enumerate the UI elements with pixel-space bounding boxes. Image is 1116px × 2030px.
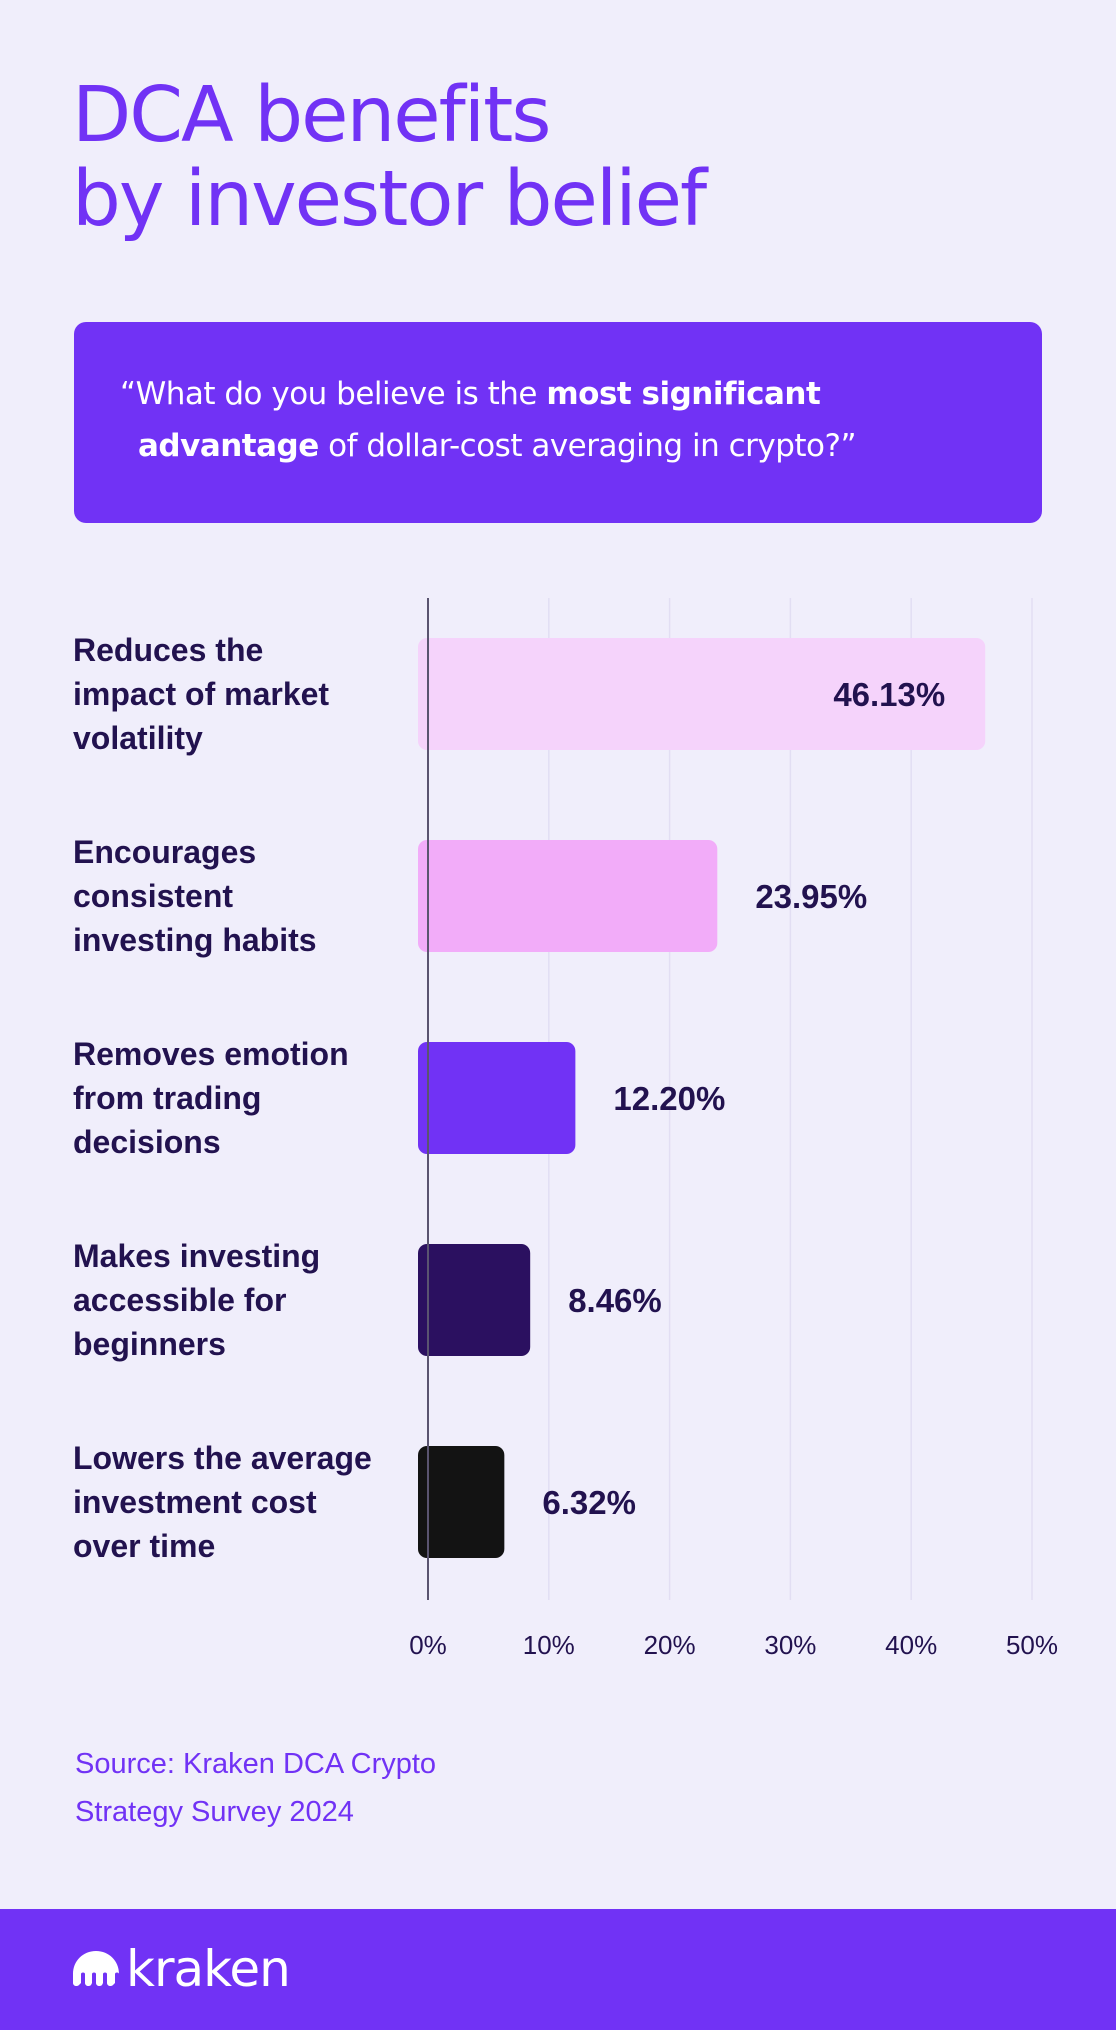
bar xyxy=(418,1446,505,1558)
category-label: volatility xyxy=(73,720,203,756)
kraken-wordmark: kraken xyxy=(126,1940,291,1998)
question-text-2: of dollar-cost averaging in crypto?” xyxy=(318,428,857,464)
title-line-2: by investor belief xyxy=(72,155,707,244)
category-label: over time xyxy=(73,1528,215,1564)
category-label: Removes emotion xyxy=(73,1036,349,1072)
survey-question: “What do you believe is the most signifi… xyxy=(120,368,960,472)
x-tick-label: 20% xyxy=(644,1630,696,1660)
kraken-logo-icon xyxy=(73,1951,119,1987)
category-label: investing habits xyxy=(73,922,317,958)
category-label: Reduces the xyxy=(73,632,263,668)
category-label: Encourages xyxy=(73,834,256,870)
title-line-1: DCA benefits xyxy=(72,71,551,160)
x-tick-label: 40% xyxy=(885,1630,937,1660)
question-box xyxy=(74,322,1042,523)
category-label: from trading xyxy=(73,1080,261,1116)
bar-value-label: 8.46% xyxy=(568,1282,662,1319)
category-label: Lowers the average xyxy=(73,1440,372,1476)
source-line-2: Strategy Survey 2024 xyxy=(75,1796,354,1828)
source-line-1: Source: Kraken DCA Crypto xyxy=(75,1748,437,1780)
question-line-1: “What do you believe is the most signifi… xyxy=(120,368,960,420)
bar xyxy=(418,638,986,750)
question-open-quote: “ xyxy=(120,376,136,412)
category-label: impact of market xyxy=(73,676,329,712)
category-label: Makes investing xyxy=(73,1238,320,1274)
bar xyxy=(418,840,718,952)
footer-bar: kraken xyxy=(0,1909,1116,2030)
source-note: Source: Kraken DCA Crypto Strategy Surve… xyxy=(75,1740,436,1836)
category-label: accessible for xyxy=(73,1282,286,1318)
category-label: consistent xyxy=(73,878,233,914)
x-tick-label: 30% xyxy=(764,1630,816,1660)
question-text-1: What do you believe is the xyxy=(135,376,547,412)
bar xyxy=(418,1042,576,1154)
bar xyxy=(418,1244,531,1356)
question-bold-2: advantage xyxy=(138,428,319,464)
bar-value-label: 6.32% xyxy=(542,1484,636,1521)
chart-title: DCA benefits by investor belief xyxy=(72,71,707,244)
bar-value-label: 12.20% xyxy=(613,1080,725,1117)
kraken-logo: kraken xyxy=(72,1939,291,1999)
category-label: beginners xyxy=(73,1326,226,1362)
bar-chart: 46.13% Reduces the impact of market volatil… xyxy=(73,598,1058,1660)
x-tick-label: 10% xyxy=(523,1630,575,1660)
x-tick-label: 0% xyxy=(409,1630,447,1660)
category-label: investment cost xyxy=(73,1484,317,1520)
bar-value-label: 46.13% xyxy=(833,676,945,713)
question-bold-1: most significant xyxy=(546,376,821,412)
x-tick-label: 50% xyxy=(1006,1630,1058,1660)
bar-value-label: 23.95% xyxy=(755,878,867,915)
question-line-2: advantage of dollar-cost averaging in cr… xyxy=(120,420,960,472)
category-label: decisions xyxy=(73,1124,221,1160)
